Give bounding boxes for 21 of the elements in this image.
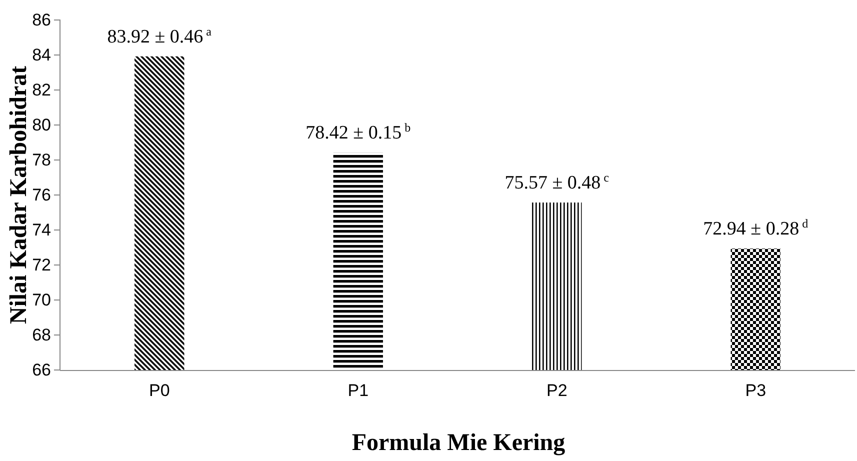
y-tick-label: 76 xyxy=(32,185,51,204)
x-tick-label: P3 xyxy=(745,381,766,400)
data-label: 75.57 ± 0.48$^{c}$ xyxy=(504,170,610,194)
y-tick-label: 86 xyxy=(32,10,51,30)
x-tick-label: P0 xyxy=(148,381,170,400)
x-tick-label: P2 xyxy=(546,381,568,400)
y-tick-label: 70 xyxy=(32,290,51,310)
y-tick-label: 66 xyxy=(32,360,51,380)
y-tick-label: 78 xyxy=(32,150,51,170)
y-tick-label: 82 xyxy=(32,80,51,100)
y-tick-label: 68 xyxy=(32,325,51,344)
data-label: 72.94 ± 0.28$^{d}$ xyxy=(703,216,808,240)
x-tick-label: P1 xyxy=(348,381,369,400)
y-tick-label: 84 xyxy=(32,45,51,64)
data-label: 78.42 ± 0.15$^{b}$ xyxy=(306,120,411,144)
data-label: 83.92 ± 0.46$^{a}$ xyxy=(107,24,212,48)
y-tick-label: 72 xyxy=(32,255,51,274)
y-axis-title: Nilai Kadar Karbohidrat xyxy=(6,66,32,324)
y-tick-label: 74 xyxy=(32,220,51,240)
x-axis-title: Formula Mie Kering xyxy=(352,430,566,456)
y-tick-label: 80 xyxy=(32,115,51,134)
